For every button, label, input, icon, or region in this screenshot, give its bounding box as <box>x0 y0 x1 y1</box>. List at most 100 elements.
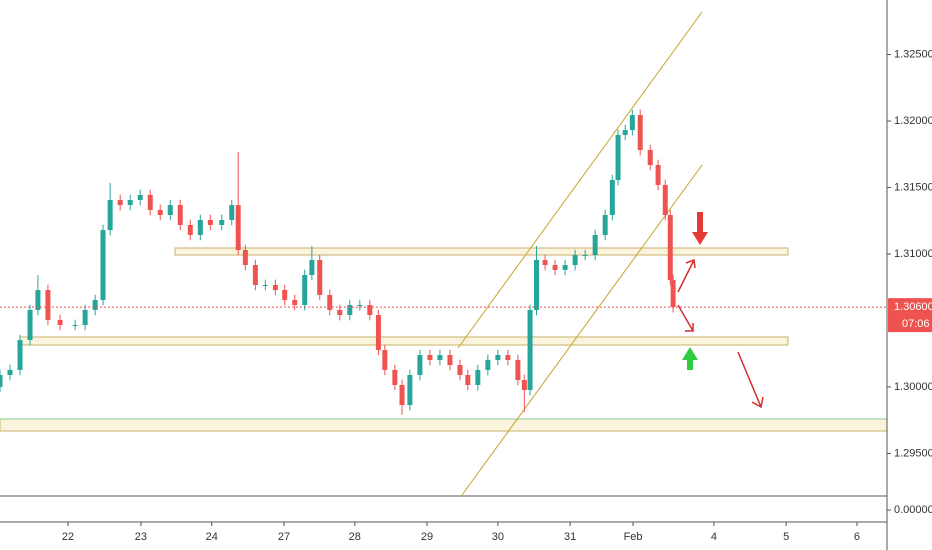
x-tick-label: 29 <box>421 531 433 543</box>
candle-body <box>272 284 278 291</box>
x-tick-label: 4 <box>711 531 717 543</box>
candle-body <box>219 219 225 225</box>
candle-body <box>637 115 643 150</box>
candle-body <box>337 309 343 316</box>
lower-pane-tick-label: 0.00000 <box>894 504 932 516</box>
arrow-down-right <box>677 304 694 332</box>
candle-body <box>527 309 533 391</box>
channel-lower <box>461 164 703 496</box>
y-tick-label: 1.29500 <box>894 447 932 459</box>
candle-body <box>177 205 183 225</box>
candle-body <box>572 255 578 266</box>
arrow-up-right <box>677 258 696 293</box>
candle-body <box>407 374 413 406</box>
candle-body <box>515 359 521 381</box>
candle-body <box>495 355 501 360</box>
candle-body <box>327 294 333 310</box>
candle-body <box>317 259 323 295</box>
candle-body <box>667 215 673 281</box>
candle-body <box>655 165 661 185</box>
candle-body <box>629 115 635 131</box>
candle-body <box>82 309 88 325</box>
x-tick-label: 31 <box>564 531 576 543</box>
candle-body <box>609 180 615 216</box>
candle-body <box>187 224 193 235</box>
last-price-box <box>888 298 932 333</box>
candle-body <box>382 349 388 370</box>
candle-body <box>357 305 363 307</box>
candle-body <box>27 309 33 341</box>
candle-body <box>367 305 373 316</box>
candle-body <box>35 290 41 310</box>
candle-body <box>157 209 163 216</box>
candle-body <box>622 130 628 135</box>
candle-body <box>252 265 258 285</box>
candle-body <box>647 149 653 166</box>
candle-body <box>562 265 568 270</box>
candle-body <box>17 340 23 370</box>
last-price-label: 1.30600 <box>894 301 932 313</box>
candle-body <box>242 249 248 266</box>
candle-body <box>505 355 511 360</box>
lower-zone <box>0 418 888 432</box>
candle-body <box>167 205 173 216</box>
arrow-target <box>737 351 764 409</box>
candle-body <box>107 199 113 231</box>
countdown-label: 07:06 <box>902 318 930 330</box>
candle-body <box>465 374 471 385</box>
candle-body <box>475 369 481 385</box>
candles <box>0 109 676 415</box>
candle-body <box>147 194 153 210</box>
candle-body <box>137 194 143 200</box>
candle-body <box>282 290 288 300</box>
candle-body <box>302 274 308 306</box>
candle-body <box>292 299 298 306</box>
candle-body <box>7 369 13 375</box>
candle-body <box>602 215 608 235</box>
x-tick-label: 6 <box>854 531 860 543</box>
x-tick-label: 22 <box>62 531 74 543</box>
x-tick-label: Feb <box>624 531 643 543</box>
candle-body <box>457 365 463 375</box>
axes: 1.29500 1.30000 1.31000 1.31500 1.32000 1.325… <box>0 48 932 543</box>
y-tick-label: 1.30000 <box>894 381 932 393</box>
x-tick-label: 24 <box>206 531 218 543</box>
candle-body <box>437 355 443 360</box>
candle-body <box>670 280 676 308</box>
candle-body <box>542 259 548 266</box>
candle-body <box>235 205 241 250</box>
x-tick-label: 30 <box>492 531 504 543</box>
candle-body <box>347 305 353 316</box>
x-tick-label: 28 <box>349 531 361 543</box>
candle-body <box>100 230 106 300</box>
candle-body <box>72 324 78 326</box>
y-tick-label: 1.32500 <box>894 48 932 60</box>
candle-body <box>229 205 235 220</box>
candle-body <box>92 299 98 310</box>
candle-body <box>375 315 381 350</box>
candle-body <box>197 219 203 235</box>
arrow-up <box>682 347 698 370</box>
y-tick-label: 1.32000 <box>894 115 932 127</box>
candle-body <box>662 184 668 216</box>
candle-body <box>262 284 268 286</box>
candle-body <box>0 374 3 387</box>
x-tick-label: 5 <box>783 531 789 543</box>
resistance-zone <box>174 247 789 256</box>
y-tick-label: 1.31500 <box>894 181 932 193</box>
candle-body <box>552 265 558 270</box>
candle-body <box>57 319 63 325</box>
arrow-down <box>692 212 708 245</box>
y-tick-label: 1.31000 <box>894 248 932 260</box>
candle-body <box>127 199 133 206</box>
candle-body <box>392 369 398 385</box>
candle-body <box>399 384 405 406</box>
candle-body <box>45 290 51 320</box>
candle-body <box>533 259 539 310</box>
support-zone <box>19 336 789 346</box>
candle-body <box>417 355 423 375</box>
candle-body <box>427 355 433 360</box>
